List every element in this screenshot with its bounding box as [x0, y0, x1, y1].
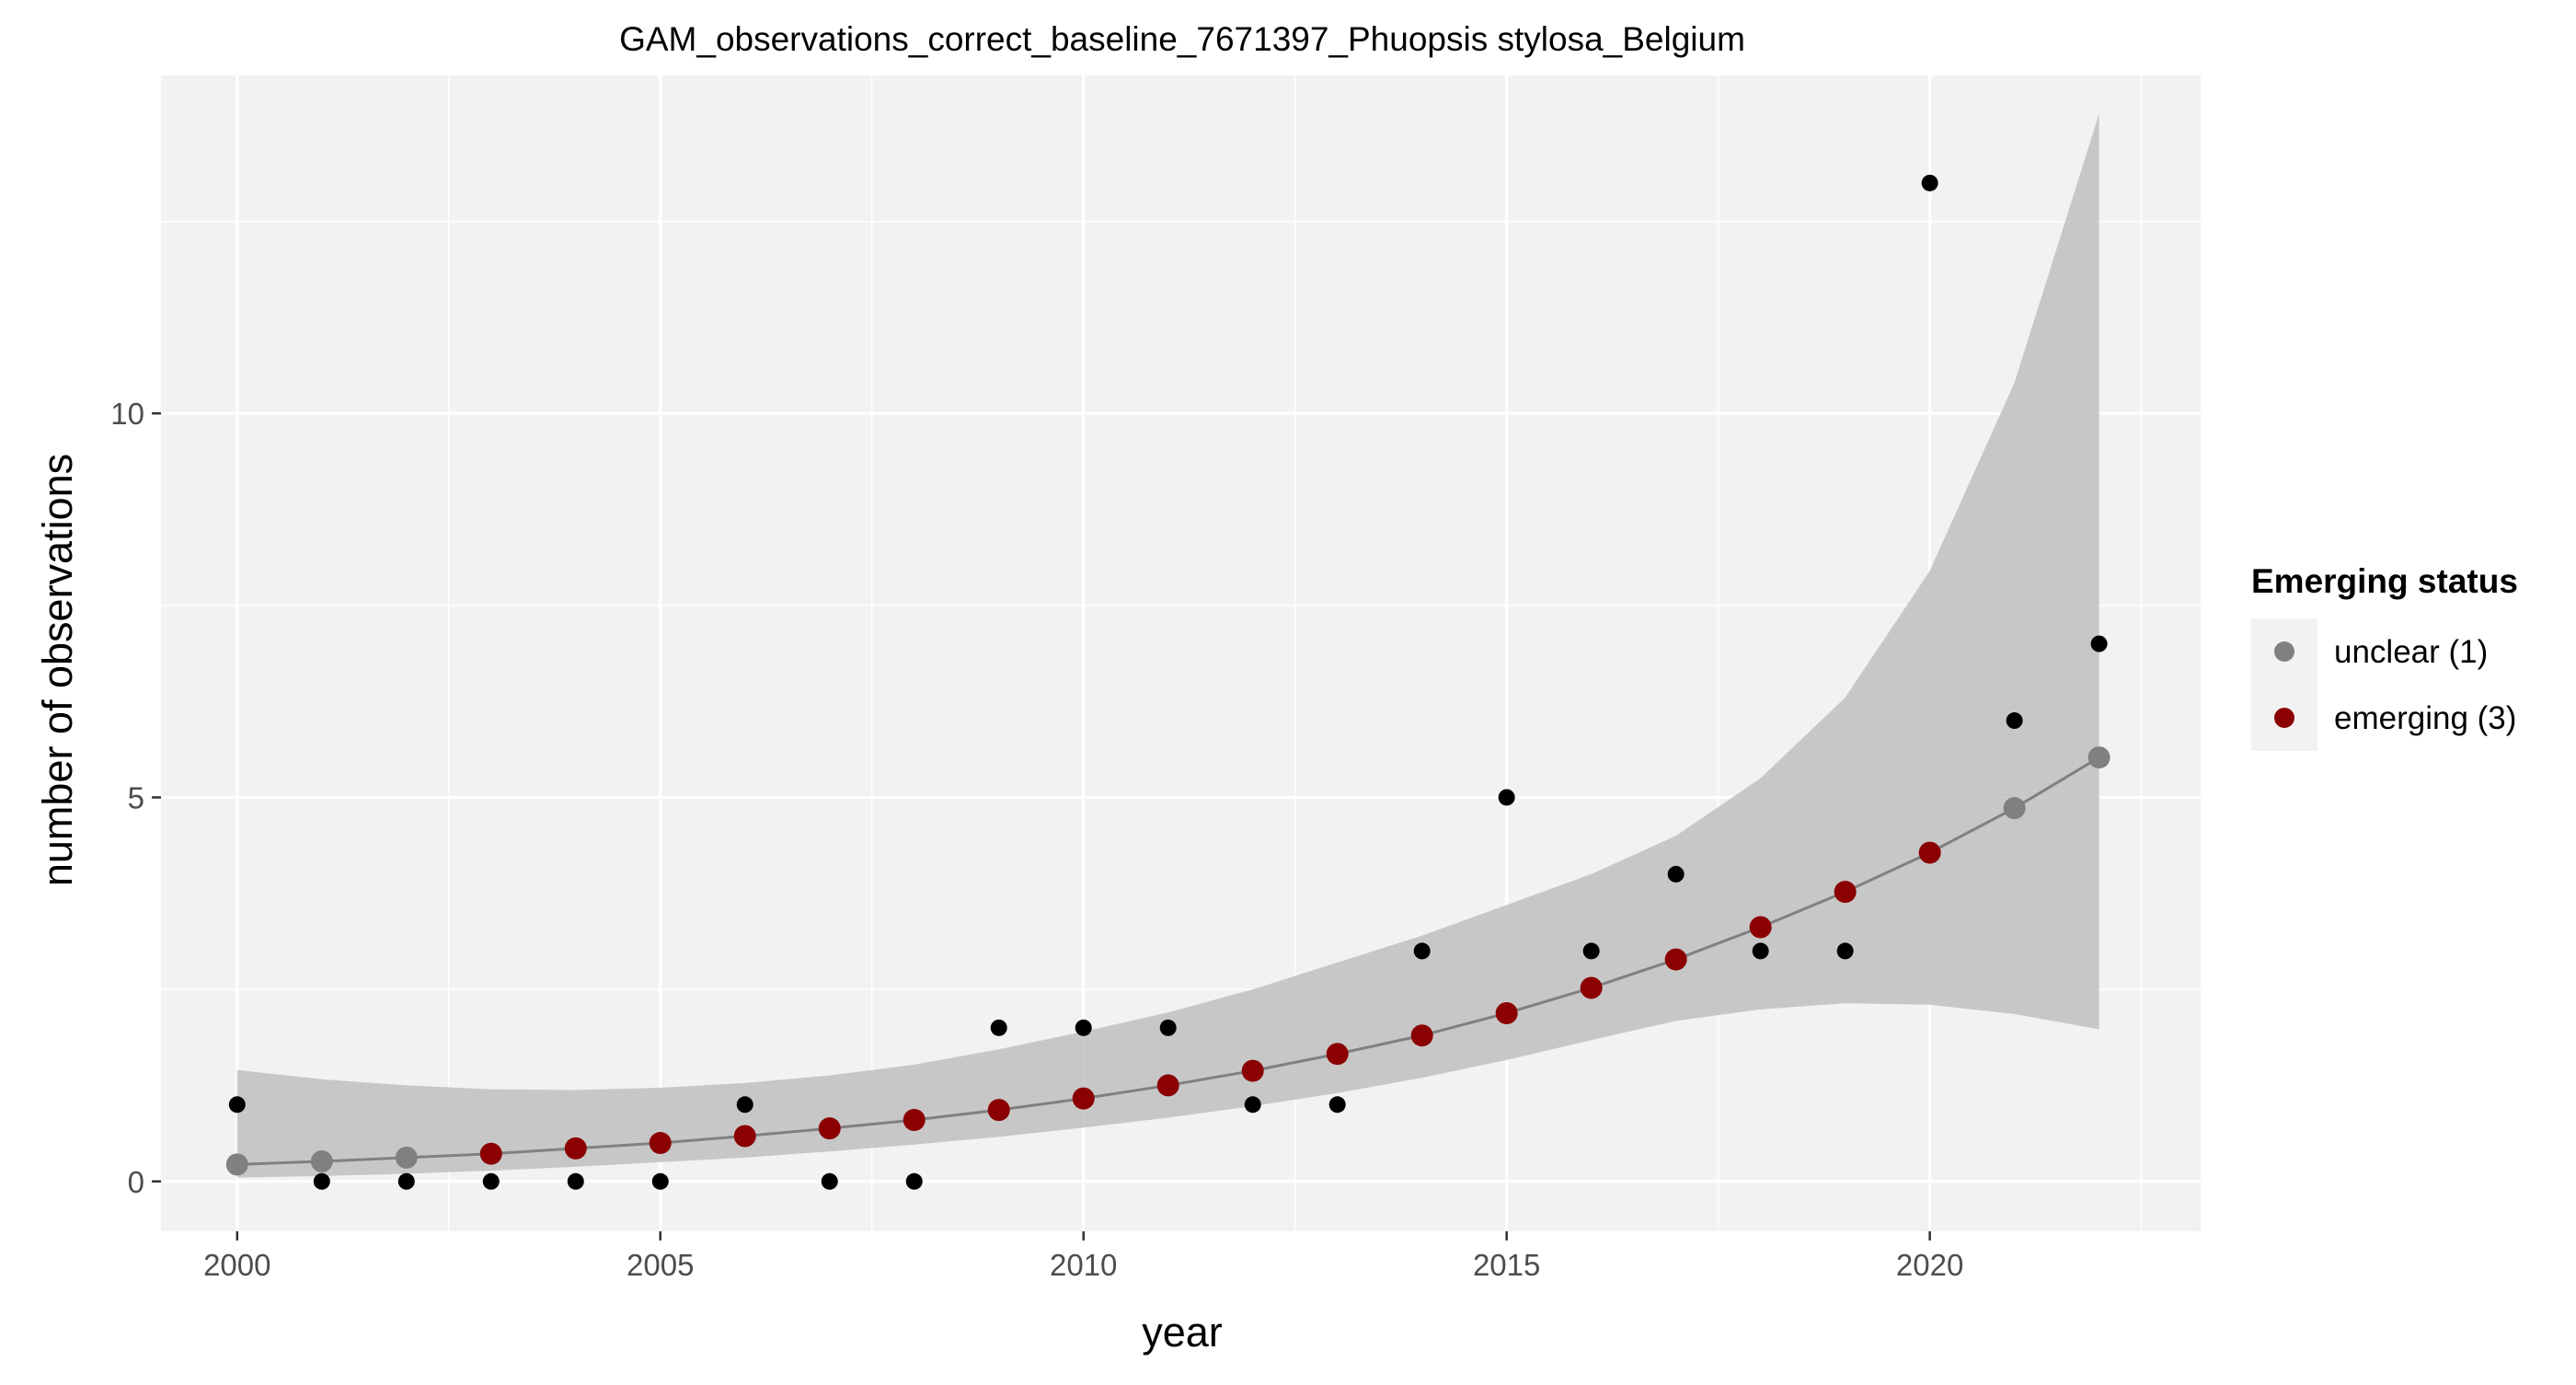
emerging-point [1834, 881, 1857, 904]
emerging-point [987, 1099, 1010, 1122]
emerging-point [564, 1137, 587, 1160]
legend-label: emerging (3) [2334, 700, 2516, 736]
observed-point [1075, 1019, 1092, 1036]
observed-point [567, 1172, 584, 1190]
observed-point [2006, 712, 2023, 730]
observed-point [1667, 865, 1685, 883]
emerging-point [1495, 1001, 1518, 1024]
observed-point [397, 1172, 415, 1190]
emerging-point [1072, 1087, 1095, 1110]
observed-point [1244, 1096, 1261, 1114]
observed-point [905, 1172, 923, 1190]
observed-point [1836, 942, 1854, 960]
legend-title: Emerging status [2251, 562, 2518, 600]
observed-point [1752, 942, 1769, 960]
unclear-point [395, 1146, 418, 1169]
legend: unclear (1) emerging (3) [2251, 618, 2516, 751]
emerging-point [1156, 1074, 1179, 1097]
legend-marker [2274, 641, 2294, 662]
unclear-point [2087, 746, 2110, 769]
observed-point [651, 1172, 669, 1190]
observed-point [228, 1096, 246, 1114]
observed-point [1413, 942, 1431, 960]
emerging-point [1749, 916, 1772, 939]
x-tick-label: 2000 [203, 1248, 270, 1282]
observed-point [1498, 789, 1515, 806]
legend-marker [2274, 708, 2294, 728]
x-tick-label: 2015 [1473, 1248, 1540, 1282]
y-tick-label: 0 [128, 1165, 144, 1199]
emerging-point [1326, 1043, 1349, 1066]
y-tick-label: 10 [110, 397, 144, 431]
y-tick-label: 5 [128, 780, 144, 814]
observed-point [313, 1172, 330, 1190]
observed-point [1328, 1096, 1346, 1114]
observed-point [990, 1019, 1007, 1036]
emerging-point [649, 1132, 672, 1155]
emerging-point [479, 1142, 502, 1165]
observed-point [821, 1172, 838, 1190]
legend-label: unclear (1) [2334, 634, 2488, 670]
chart-title: GAM_observations_correct_baseline_767139… [619, 20, 1745, 58]
unclear-point [2003, 797, 2026, 820]
observed-point [2090, 635, 2108, 652]
x-tick-label: 2005 [627, 1248, 694, 1282]
x-axis-label: year [1142, 1309, 1223, 1356]
confidence-band [236, 113, 2099, 1178]
observed-point [1582, 942, 1600, 960]
emerging-point [733, 1125, 756, 1148]
emerging-point [1918, 841, 1941, 864]
unclear-point [310, 1150, 333, 1173]
emerging-point [818, 1117, 841, 1140]
y-axis-label: number of observations [34, 454, 81, 886]
unclear-point [225, 1153, 248, 1176]
emerging-point [1241, 1059, 1264, 1082]
emerging-point [903, 1108, 926, 1131]
plot-area [161, 75, 2201, 1231]
observed-point [736, 1096, 753, 1114]
x-tick-label: 2010 [1050, 1248, 1117, 1282]
emerging-point [1410, 1024, 1433, 1047]
emerging-point [1580, 976, 1603, 999]
emerging-point [1664, 948, 1687, 971]
observed-point [482, 1172, 500, 1190]
observed-point [1921, 174, 1938, 191]
observed-point [1159, 1019, 1177, 1036]
x-tick-label: 2020 [1896, 1248, 1963, 1282]
